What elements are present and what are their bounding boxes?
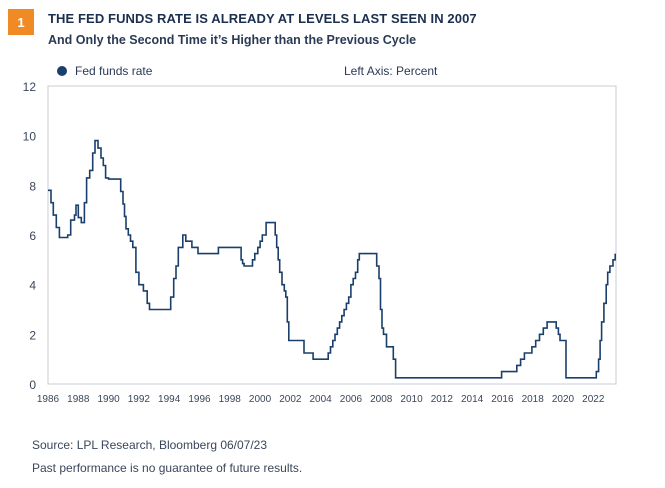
- x-tick-label: 2002: [279, 394, 302, 405]
- x-tick-label: 2012: [431, 394, 454, 405]
- chart-title: THE FED FUNDS RATE IS ALREADY AT LEVELS …: [48, 11, 477, 26]
- x-tick-label: 2016: [491, 394, 514, 405]
- x-tick-label: 2018: [522, 394, 545, 405]
- legend: Fed funds rate: [57, 64, 152, 78]
- x-tick-label: 2008: [370, 394, 393, 405]
- x-tick-label: 2000: [249, 394, 272, 405]
- source-note: Source: LPL Research, Bloomberg 06/07/23: [32, 438, 268, 452]
- figure-number-badge: 1: [8, 9, 34, 35]
- x-tick-label: 1994: [158, 394, 181, 405]
- series-line-fed-funds-rate: [48, 139, 616, 379]
- y-tick-label: 4: [29, 279, 36, 293]
- chart-subtitle: And Only the Second Time it’s Higher tha…: [48, 33, 417, 47]
- x-tick-label: 2010: [400, 394, 423, 405]
- plot-area-border: [47, 85, 617, 385]
- x-tick-label: 1996: [188, 394, 211, 405]
- x-tick-label: 2022: [582, 394, 605, 405]
- x-tick-label: 2020: [552, 394, 575, 405]
- y-tick-label: 10: [23, 130, 37, 144]
- x-tick-label: 2006: [340, 394, 363, 405]
- y-tick-label: 2: [29, 328, 36, 342]
- disclaimer-note: Past performance is no guarantee of futu…: [32, 461, 303, 475]
- y-tick-label: 12: [23, 80, 37, 94]
- x-tick-label: 1998: [219, 394, 242, 405]
- legend-swatch-icon: [57, 66, 67, 76]
- y-tick-label: 6: [29, 229, 36, 243]
- x-tick-label: 1986: [37, 394, 60, 405]
- x-tick-label: 1988: [67, 394, 90, 405]
- x-tick-label: 1990: [97, 394, 120, 405]
- x-tick-label: 1992: [128, 394, 151, 405]
- legend-label: Fed funds rate: [75, 64, 153, 78]
- y-tick-label: 8: [29, 179, 36, 193]
- y-tick-label: 0: [29, 378, 36, 392]
- x-tick-label: 2004: [310, 394, 333, 405]
- x-tick-label: 2014: [461, 394, 484, 405]
- left-axis-note: Left Axis: Percent: [344, 64, 438, 78]
